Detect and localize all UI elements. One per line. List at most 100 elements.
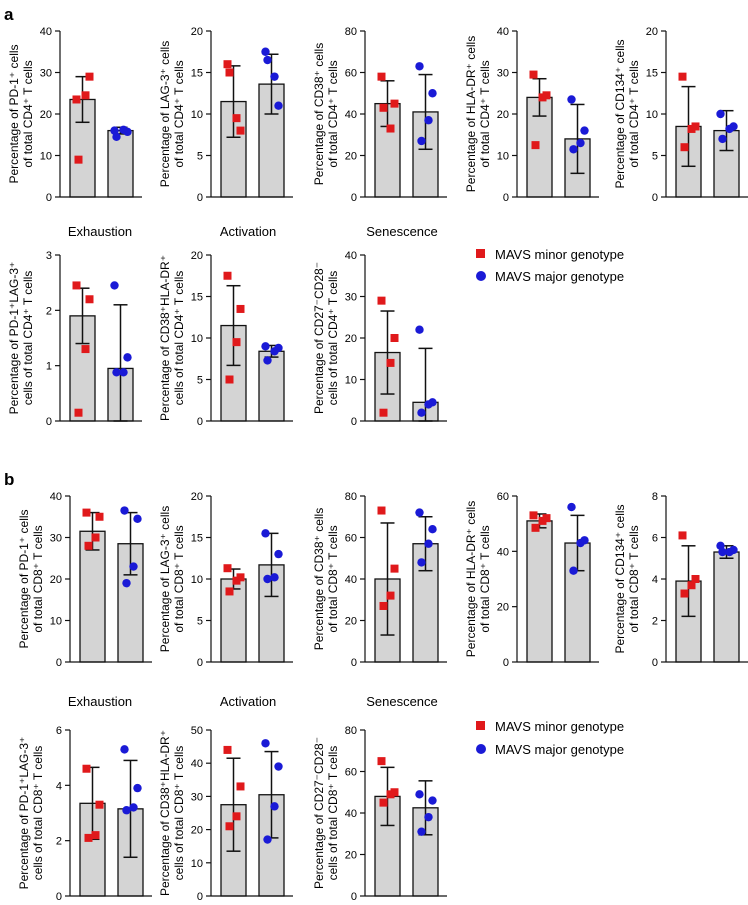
y-tick-label: 15 <box>191 292 203 304</box>
data-point-major <box>716 109 725 119</box>
data-point-major <box>428 525 437 534</box>
data-point-minor <box>531 523 540 532</box>
y-axis-label: Percentage of LAG-3⁺ cells <box>158 41 172 187</box>
data-point-minor <box>95 512 104 521</box>
data-point-major <box>270 573 279 582</box>
data-point-major <box>415 790 424 799</box>
data-point-minor <box>95 800 104 809</box>
y-tick-label: 20 <box>497 602 509 614</box>
data-point-major <box>428 89 437 98</box>
y-axis-label: Percentage of PD-1⁺LAG-3⁺ <box>17 737 31 890</box>
chart-7: Activation Percentage of CD38⁺HLA-DR⁺ cell… <box>158 224 293 428</box>
data-point-major <box>122 806 131 815</box>
y-tick-label: 0 <box>46 192 52 204</box>
chart-5: Percentage of CD134⁺ cells of total CD4⁺ … <box>613 26 748 204</box>
data-point-minor <box>72 281 81 290</box>
y-tick-label: 40 <box>345 574 357 586</box>
chart-6: Exhaustion Percentage of PD-1⁺LAG-3⁺ cells… <box>7 224 142 428</box>
y-axis-label: cells of total CD8⁺ T cells <box>172 746 186 881</box>
data-point-major <box>129 562 138 571</box>
y-axis-label: Percentage of CD134⁺ cells <box>613 39 627 188</box>
y-axis-label: cells of total CD4⁺ T cells <box>326 271 340 406</box>
data-point-minor <box>232 576 241 585</box>
data-point-minor <box>531 141 540 150</box>
y-tick-label: 10 <box>191 109 203 121</box>
data-point-minor <box>678 72 687 81</box>
data-point-major <box>415 325 424 334</box>
y-tick-label: 60 <box>345 767 357 779</box>
y-axis-label: Percentage of PD-1⁺LAG-3⁺ <box>7 262 21 415</box>
data-point-major <box>417 827 426 836</box>
data-point-minor <box>225 375 234 384</box>
data-point-minor <box>91 533 100 542</box>
data-point-major <box>569 566 578 575</box>
chart-1: Percentage of PD-1⁺ cells of total CD4⁺ T… <box>7 26 142 204</box>
data-point-minor <box>223 271 232 280</box>
data-point-minor <box>386 790 395 799</box>
y-axis-label: cells of total CD4⁺ T cells <box>172 271 186 406</box>
y-axis-label: Percentage of LAG-3⁺ cells <box>158 506 172 652</box>
data-point-major <box>417 136 426 146</box>
data-point-minor <box>377 757 386 766</box>
data-point-minor <box>223 745 232 754</box>
data-point-major <box>120 745 129 754</box>
data-point-minor <box>72 95 81 104</box>
y-tick-label: 40 <box>345 250 357 262</box>
data-point-minor <box>386 591 395 600</box>
data-point-minor <box>680 143 689 152</box>
legend-major-marker <box>476 271 486 281</box>
data-point-major <box>576 138 585 148</box>
data-point-major <box>270 802 279 811</box>
data-point-minor <box>379 408 388 417</box>
y-tick-label: 0 <box>503 657 509 669</box>
panel-label-b: b <box>4 470 14 489</box>
y-axis-label: Percentage of PD-1⁺ cells <box>7 44 21 183</box>
y-tick-label: 30 <box>345 292 357 304</box>
y-tick-label: 0 <box>197 192 203 204</box>
y-axis-label: cells of total CD8⁺ T cells <box>326 746 340 881</box>
data-point-major <box>718 547 727 557</box>
data-point-major <box>122 578 131 588</box>
data-point-major <box>263 356 272 365</box>
legend-major-label: MAVS major genotype <box>495 269 624 284</box>
data-point-minor <box>225 587 234 596</box>
data-point-minor <box>236 126 245 135</box>
y-axis-label: of total CD4⁺ T cells <box>21 60 35 167</box>
data-point-minor <box>390 334 399 342</box>
y-tick-label: 20 <box>345 151 357 163</box>
y-axis-label: Percentage of CD27⁻CD28⁻ <box>312 262 326 414</box>
bar-minor <box>374 795 401 897</box>
y-tick-label: 4 <box>652 574 658 586</box>
y-tick-label: 0 <box>197 891 203 903</box>
y-tick-label: 40 <box>345 109 357 121</box>
y-tick-label: 40 <box>497 546 509 558</box>
data-point-major <box>263 835 272 844</box>
y-tick-label: 0 <box>351 192 357 204</box>
data-point-minor <box>529 511 538 520</box>
y-tick-label: 0 <box>351 416 357 428</box>
data-point-minor <box>687 124 696 133</box>
y-tick-label: 20 <box>40 109 52 121</box>
y-tick-label: 2 <box>46 305 52 317</box>
legend-major-label: MAVS major genotype <box>495 742 624 757</box>
y-tick-label: 5 <box>652 151 658 163</box>
y-tick-label: 5 <box>197 616 203 628</box>
y-axis-label: cells of total CD4⁺ T cells <box>21 271 35 406</box>
y-tick-label: 20 <box>345 333 357 345</box>
data-point-minor <box>81 345 90 354</box>
y-axis-label: Percentage of PD-1⁺ cells <box>17 509 31 648</box>
bar-major <box>258 350 285 422</box>
data-point-major <box>274 762 283 771</box>
data-point-minor <box>680 589 689 598</box>
data-point-minor <box>379 103 388 112</box>
legend-b: MAVS minor genotype MAVS major genotype <box>476 719 624 757</box>
y-tick-label: 10 <box>345 375 357 387</box>
data-point-major <box>424 812 433 822</box>
data-point-minor <box>81 91 90 100</box>
data-point-minor <box>377 72 386 81</box>
data-point-minor <box>691 575 700 583</box>
y-tick-label: 20 <box>497 109 509 121</box>
data-point-minor <box>377 296 386 305</box>
chart-2: Percentage of LAG-3⁺ cells of total CD4⁺ … <box>158 26 293 204</box>
